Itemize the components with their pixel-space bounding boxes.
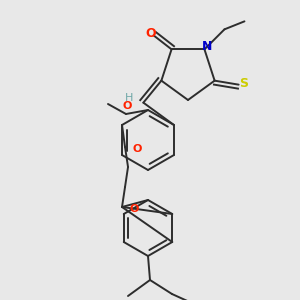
Text: O: O bbox=[145, 27, 156, 40]
Text: O: O bbox=[129, 204, 139, 214]
Text: O: O bbox=[122, 101, 132, 111]
Text: O: O bbox=[132, 144, 142, 154]
Text: H: H bbox=[125, 93, 134, 103]
Text: S: S bbox=[239, 77, 248, 90]
Text: N: N bbox=[202, 40, 213, 53]
